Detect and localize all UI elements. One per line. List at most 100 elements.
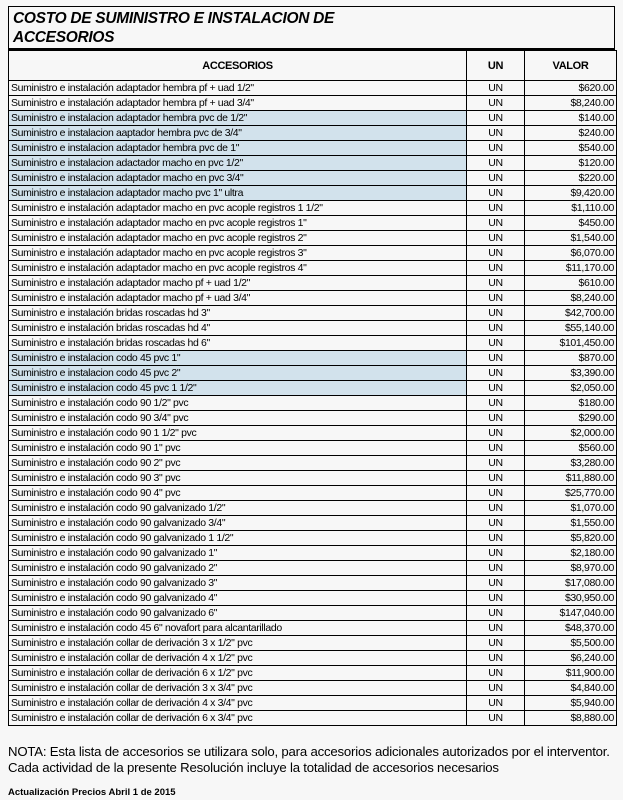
row-value: $620.00	[524, 80, 617, 96]
table-row: Suministro e instalacion codo 45 pvc 1 1…	[8, 380, 617, 396]
row-unit: UN	[466, 530, 525, 546]
row-value: $180.00	[524, 395, 617, 411]
header-valor: VALOR	[524, 50, 617, 81]
row-value: $6,070.00	[524, 245, 617, 261]
table-row: Suministro e instalación adaptador hembr…	[8, 95, 617, 111]
row-unit: UN	[466, 215, 525, 231]
table-row: Suministro e instalación codo 90 4" pvc U…	[8, 485, 617, 501]
row-value: $42,700.00	[524, 305, 617, 321]
table-row: Suministro e instalación adaptador macho…	[8, 200, 617, 216]
row-unit: UN	[466, 80, 525, 96]
table-row: Suministro e instalación codo 90 galvani…	[8, 530, 617, 546]
row-unit: UN	[466, 560, 525, 576]
row-unit: UN	[466, 710, 525, 726]
row-unit: UN	[466, 515, 525, 531]
row-value: $1,540.00	[524, 230, 617, 246]
row-value: $240.00	[524, 125, 617, 141]
row-unit: UN	[466, 320, 525, 336]
table-row: Suministro e instalación collar de deriv…	[8, 695, 617, 711]
table-row: Suministro e instalación adaptador macho…	[8, 245, 617, 261]
row-description: Suministro e instalación codo 90 galvani…	[8, 590, 467, 606]
row-unit: UN	[466, 275, 525, 291]
row-description: Suministro e instalación codo 90 2" pvc	[8, 455, 467, 471]
row-unit: UN	[466, 125, 525, 141]
row-value: $9,420.00	[524, 185, 617, 201]
row-unit: UN	[466, 350, 525, 366]
row-description: Suministro e instalacion adaptador macho…	[8, 170, 467, 186]
row-unit: UN	[466, 680, 525, 696]
row-unit: UN	[466, 395, 525, 411]
row-unit: UN	[466, 245, 525, 261]
table-row: Suministro e instalación collar de deriv…	[8, 650, 617, 666]
row-description: Suministro e instalacion adaptador hembr…	[8, 110, 467, 126]
table-row: Suministro e instalacion codo 45 pvc 1" U…	[8, 350, 617, 366]
row-description: Suministro e instalacion aaptador hembra…	[8, 125, 467, 141]
row-value: $2,000.00	[524, 425, 617, 441]
row-description: Suministro e instalacion codo 45 pvc 1"	[8, 350, 467, 366]
row-value: $3,390.00	[524, 365, 617, 381]
row-unit: UN	[466, 500, 525, 516]
row-unit: UN	[466, 455, 525, 471]
table-row: Suministro e instalacion adaptador hembr…	[8, 140, 617, 156]
table-row: Suministro e instalacion codo 45 pvc 2" U…	[8, 365, 617, 381]
row-description: Suministro e instalación bridas roscadas…	[8, 320, 467, 336]
row-description: Suministro e instalación adaptador macho…	[8, 215, 467, 231]
accessories-price-table: ACCESORIOS UN VALOR Suministro e instala…	[8, 50, 617, 726]
row-unit: UN	[466, 335, 525, 351]
table-row: Suministro e instalación codo 90 1" pvc U…	[8, 440, 617, 456]
table-row: Suministro e instalación collar de deriv…	[8, 635, 617, 651]
row-value: $450.00	[524, 215, 617, 231]
table-row: Suministro e instalación codo 90 1/2" pv…	[8, 395, 617, 411]
table-row: Suministro e instalación codo 90 galvani…	[8, 590, 617, 606]
table-row: Suministro e instalación codo 90 galvani…	[8, 560, 617, 576]
row-unit: UN	[466, 380, 525, 396]
row-value: $11,880.00	[524, 470, 617, 486]
row-value: $11,170.00	[524, 260, 617, 276]
row-value: $6,240.00	[524, 650, 617, 666]
document-title: COSTO DE SUMINISTRO E INSTALACION DE ACC…	[8, 6, 615, 50]
row-value: $17,080.00	[524, 575, 617, 591]
row-description: Suministro e instalación collar de deriv…	[8, 650, 467, 666]
row-value: $140.00	[524, 110, 617, 126]
row-description: Suministro e instalación adaptador macho…	[8, 230, 467, 246]
row-unit: UN	[466, 425, 525, 441]
row-unit: UN	[466, 635, 525, 651]
row-description: Suministro e instalación collar de deriv…	[8, 710, 467, 726]
table-row: Suministro e instalación codo 90 3/4" pv…	[8, 410, 617, 426]
row-unit: UN	[466, 365, 525, 381]
header-un: UN	[466, 50, 525, 81]
table-row: Suministro e instalacion adaptador macho…	[8, 170, 617, 186]
row-description: Suministro e instalacion codo 45 pvc 1 1…	[8, 380, 467, 396]
row-description: Suministro e instalación codo 90 1" pvc	[8, 440, 467, 456]
title-line-1: COSTO DE SUMINISTRO E INSTALACION DE	[13, 10, 335, 27]
row-description: Suministro e instalacion codo 45 pvc 2"	[8, 365, 467, 381]
row-description: Suministro e instalación adaptador macho…	[8, 200, 467, 216]
table-row: Suministro e instalación bridas roscadas…	[8, 305, 617, 321]
table-row: Suministro e instalacion adaptador macho…	[8, 185, 617, 201]
table-row: Suministro e instalación adaptador macho…	[8, 275, 617, 291]
table-row: Suministro e instalación collar de deriv…	[8, 710, 617, 726]
row-description: Suministro e instalación codo 45 6" nova…	[8, 620, 467, 636]
row-description: Suministro e instalación bridas roscadas…	[8, 335, 467, 351]
table-row: Suministro e instalación adaptador macho…	[8, 215, 617, 231]
table-row: Suministro e instalación collar de deriv…	[8, 680, 617, 696]
row-unit: UN	[466, 485, 525, 501]
table-row: Suministro e instalacion adaptador hembr…	[8, 110, 617, 126]
table-row: Suministro e instalación adaptador macho…	[8, 230, 617, 246]
row-description: Suministro e instalación codo 90 galvani…	[8, 530, 467, 546]
row-description: Suministro e instalación codo 90 galvani…	[8, 515, 467, 531]
row-unit: UN	[466, 410, 525, 426]
row-unit: UN	[466, 695, 525, 711]
row-description: Suministro e instalación adaptador macho…	[8, 245, 467, 261]
note-text: NOTA: Esta lista de accesorios se utiliz…	[8, 744, 610, 775]
row-value: $3,280.00	[524, 455, 617, 471]
table-row: Suministro e instalación bridas roscadas…	[8, 320, 617, 336]
row-description: Suministro e instalación codo 90 galvani…	[8, 575, 467, 591]
row-value: $560.00	[524, 440, 617, 456]
row-unit: UN	[466, 260, 525, 276]
row-value: $11,900.00	[524, 665, 617, 681]
row-unit: UN	[466, 590, 525, 606]
row-value: $5,940.00	[524, 695, 617, 711]
row-value: $1,110.00	[524, 200, 617, 216]
row-description: Suministro e instalación codo 90 galvani…	[8, 545, 467, 561]
